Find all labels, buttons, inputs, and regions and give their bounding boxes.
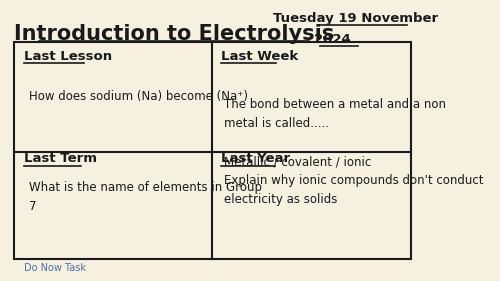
Text: Explain why ionic compounds don't conduct
electricity as solids: Explain why ionic compounds don't conduc… — [224, 174, 483, 206]
Text: Introduction to Electrolysis: Introduction to Electrolysis — [14, 24, 334, 44]
Text: The bond between a metal and a non
metal is called.....

Metallic / covalent / i: The bond between a metal and a non metal… — [224, 98, 446, 168]
Text: Last Lesson: Last Lesson — [24, 50, 112, 63]
Text: 2024: 2024 — [314, 33, 351, 46]
FancyBboxPatch shape — [14, 42, 410, 259]
Text: Do Now Task: Do Now Task — [24, 263, 86, 273]
Text: What is the name of elements in Group
7: What is the name of elements in Group 7 — [28, 181, 262, 213]
Text: Last Year: Last Year — [221, 152, 290, 165]
Text: Last Term: Last Term — [24, 152, 98, 165]
Text: Tuesday 19 November: Tuesday 19 November — [274, 12, 438, 25]
Text: How does sodium (Na) become (Na⁺): How does sodium (Na) become (Na⁺) — [28, 90, 248, 103]
Text: Last Week: Last Week — [221, 50, 298, 63]
